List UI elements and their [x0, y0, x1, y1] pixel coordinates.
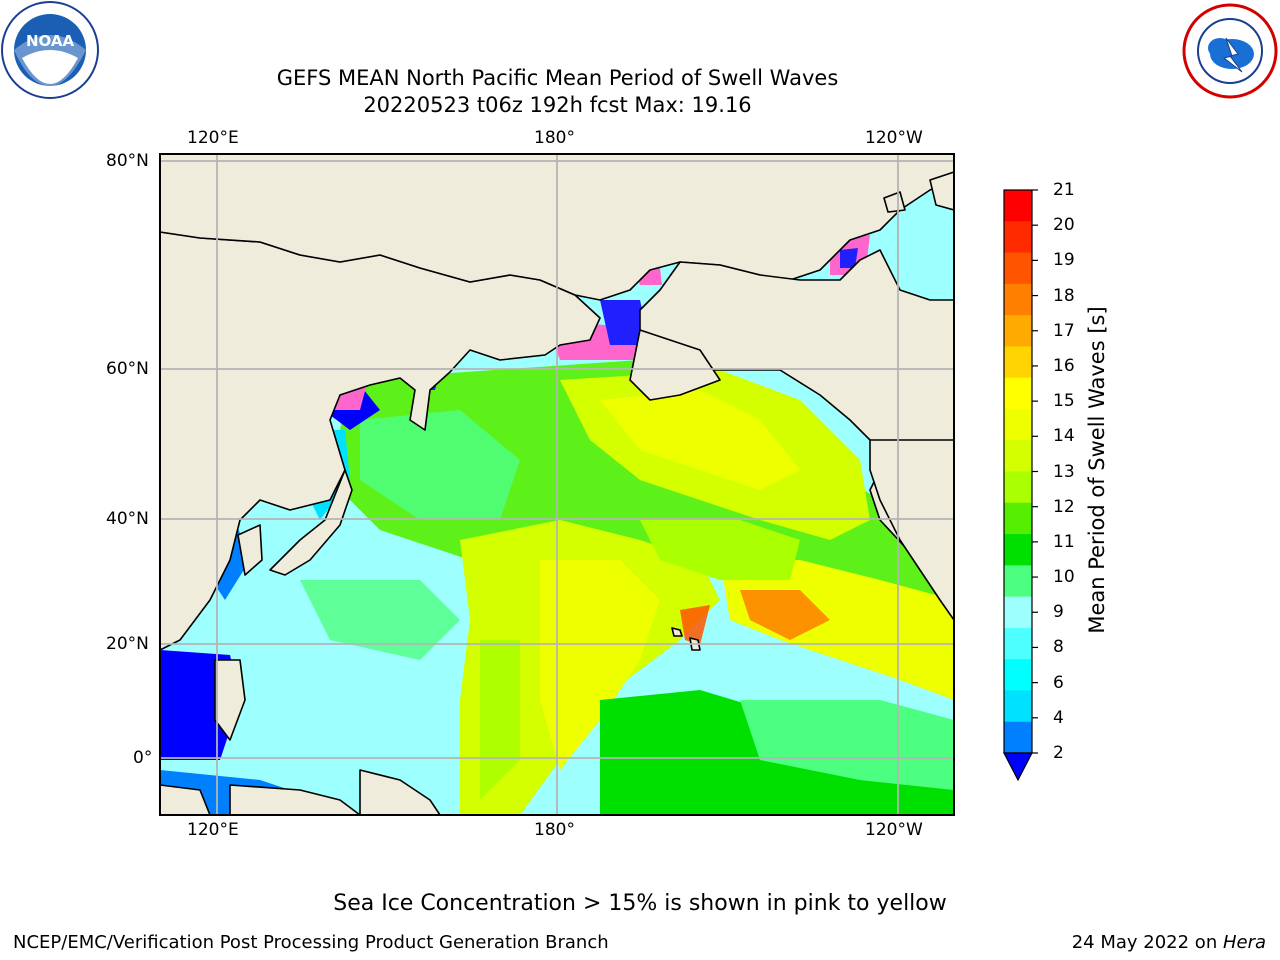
colorbar-segment — [1004, 471, 1032, 504]
colorbar-segment — [1004, 721, 1032, 754]
lon-label-top-120e: 120°E — [187, 128, 239, 148]
graticule — [160, 154, 954, 815]
colorbar-segment — [1004, 534, 1032, 566]
colorbar-tick-label: 19 — [1053, 250, 1075, 271]
lat-label-20n: 20°N — [106, 634, 149, 654]
colorbar-tick-label: 8 — [1053, 637, 1064, 658]
colorbar-segment — [1004, 502, 1032, 535]
lat-label-80n: 80°N — [106, 151, 149, 171]
map-subtitle: 20220523 t06z 192h fcst Max: 19.16 — [363, 93, 752, 117]
sea-ice-caption: Sea Ice Concentration > 15% is shown in … — [333, 891, 947, 916]
colorbar-segment — [1004, 596, 1032, 629]
lon-label-bottom-180: 180° — [534, 820, 575, 840]
colorbar-tick-label: 21 — [1053, 180, 1075, 200]
lat-label-60n: 60°N — [106, 359, 149, 379]
lon-label-bottom-120w: 120°W — [865, 820, 923, 840]
footer-date-text: 24 May 2022 on — [1071, 932, 1223, 953]
lat-label-40n: 40°N — [106, 509, 149, 529]
footer-credit: NCEP/EMC/Verification Post Processing Pr… — [13, 932, 609, 953]
colorbar-tick-label: 11 — [1053, 531, 1075, 552]
footer-host: Hera — [1222, 932, 1266, 953]
map-title: GEFS MEAN North Pacific Mean Period of S… — [276, 66, 839, 90]
footer-date: 24 May 2022 on Hera — [1072, 932, 1266, 954]
colorbar-tick-label: 16 — [1053, 355, 1075, 376]
lon-label-bottom-120e: 120°E — [187, 820, 239, 840]
noaa-logo: NOAA — [1, 1, 99, 99]
colorbar-segment — [1004, 408, 1032, 441]
colorbar-tick-label: 20 — [1053, 215, 1075, 236]
colorbar-tick-label: 13 — [1053, 461, 1075, 482]
colorbar-label: Mean Period of Swell Waves [s] — [1085, 306, 1109, 634]
colorbar-tick-label: 14 — [1053, 426, 1075, 447]
colorbar-segment — [1004, 377, 1032, 410]
colorbar-tick-label: 18 — [1053, 285, 1075, 306]
colorbar-segment — [1004, 283, 1032, 316]
land-masses — [160, 154, 954, 815]
lat-label-0: 0° — [133, 748, 153, 768]
colorbar-tick-label: 15 — [1053, 391, 1075, 412]
colorbar — [1003, 189, 1038, 782]
colorbar-segment — [1004, 346, 1032, 379]
lon-label-top-120w: 120°W — [865, 128, 923, 148]
colorbar-tick-label: 6 — [1053, 672, 1064, 693]
lon-label-top-180: 180° — [534, 128, 575, 148]
colorbar-segment — [1004, 627, 1032, 660]
colorbar-tick-label: 12 — [1053, 496, 1075, 517]
colorbar-tick-label: 4 — [1053, 707, 1064, 728]
swell-field — [300, 360, 954, 815]
map-frame — [159, 153, 955, 816]
colorbar-segment — [1004, 690, 1032, 723]
colorbar-tick-label: 10 — [1053, 567, 1075, 588]
colorbar-tick-label: 17 — [1053, 320, 1075, 341]
colorbar-segment — [1004, 315, 1032, 347]
colorbar-segment — [1004, 221, 1032, 254]
colorbar-segment — [1004, 440, 1032, 472]
colorbar-segment — [1004, 659, 1032, 691]
nws-logo — [1182, 3, 1278, 99]
colorbar-tick-label: 2 — [1053, 743, 1064, 763]
colorbar-tick-label: 9 — [1053, 602, 1064, 623]
colorbar-segment — [1004, 252, 1032, 285]
colorbar-segment — [1004, 190, 1032, 222]
svg-text:NOAA: NOAA — [26, 32, 75, 50]
colorbar-segment — [1004, 565, 1032, 598]
colorbar-extend-triangle — [1003, 752, 1033, 782]
